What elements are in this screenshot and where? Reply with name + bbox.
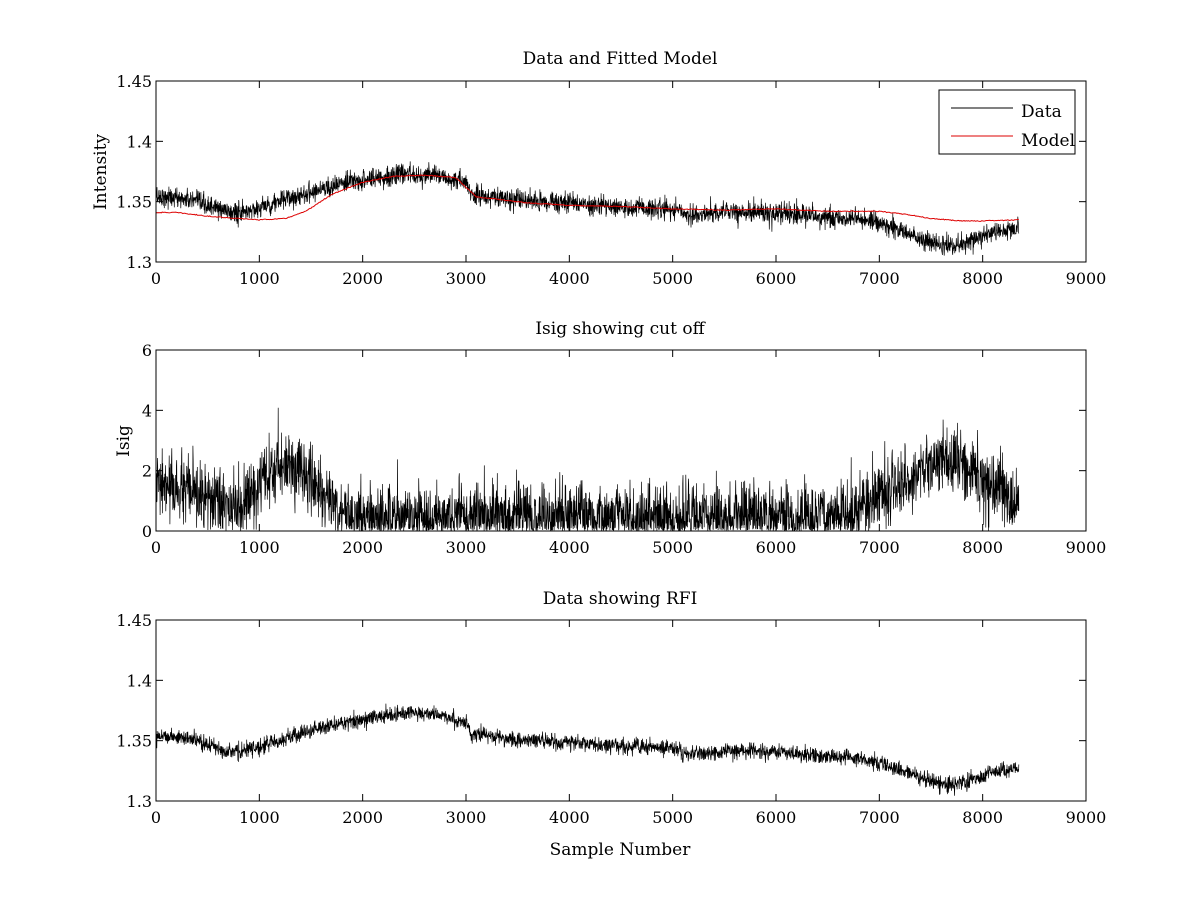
- series-line-signal: [156, 407, 1020, 531]
- x-tick-label: 9000: [1066, 269, 1107, 288]
- x-tick-label: 6000: [756, 269, 797, 288]
- axes-frame: [155, 619, 1087, 802]
- axes-frame: [155, 349, 1087, 532]
- panel-isig-showing-cut-off: Isig showing cut off 0 1000 2000 3000 4000 50…: [114, 319, 1106, 557]
- panel2-title: Isig showing cut off: [535, 319, 706, 339]
- y-tick-label: 1.45: [116, 611, 152, 630]
- panel1-title: Data and Fitted Model: [523, 49, 718, 69]
- x-tick-label: 6000: [756, 538, 797, 557]
- x-tick-label: 4000: [549, 269, 590, 288]
- x-tick-label: 1000: [239, 538, 280, 557]
- x-tick-label: 2000: [342, 538, 383, 557]
- panel3-title: Data showing RFI: [543, 589, 698, 609]
- y-tick-label: 1.4: [127, 132, 152, 151]
- panel-data-showing-rfi: Data showing RFI 0 1000 2000 3000 4000 5000 60…: [116, 589, 1106, 860]
- x-tick-label: 4000: [549, 538, 590, 557]
- x-tick-label: 8000: [962, 538, 1003, 557]
- y-tick-label: 1.3: [127, 253, 152, 272]
- x-tick-label: 3000: [446, 538, 487, 557]
- panel1-y-axis-label: Intensity: [91, 134, 111, 210]
- series-line-signal: [156, 703, 1020, 796]
- y-tick-label: 4: [142, 401, 152, 420]
- axes-frame: [155, 80, 1087, 263]
- x-tick-label: 5000: [652, 808, 693, 827]
- x-tick-label: 8000: [962, 269, 1003, 288]
- panel3-plot-area: 0 1000 2000 3000 4000 5000 6000 7000 8000 9000 1.3…: [116, 611, 1106, 827]
- panel3-x-axis-label: Sample Number: [550, 840, 692, 860]
- x-tick-label: 7000: [859, 538, 900, 557]
- x-tick-label: 0: [151, 808, 161, 827]
- panel2-y-axis-label: Isig: [114, 425, 134, 457]
- x-tick-label: 3000: [446, 808, 487, 827]
- x-tick-label: 5000: [652, 538, 693, 557]
- x-tick-label: 7000: [859, 808, 900, 827]
- x-tick-label: 1000: [239, 269, 280, 288]
- panel-data-and-fitted-model: Data and Fitted Model 0 1000 2000 3000 4000 5…: [91, 49, 1106, 288]
- x-tick-label: 9000: [1066, 808, 1107, 827]
- x-tick-label: 1000: [239, 808, 280, 827]
- panel2-plot-area: 0 1000 2000 3000 4000 5000 6000 7000 8000 9000 0 2 4…: [142, 341, 1107, 557]
- x-tick-label: 6000: [756, 808, 797, 827]
- panel1-plot-area: 0 1000 2000 3000 4000 5000 6000 7000 8000 9000 1.3…: [116, 72, 1106, 288]
- x-tick-label: 8000: [962, 808, 1003, 827]
- x-tick-label: 5000: [652, 269, 693, 288]
- series-line-data: [156, 161, 1020, 256]
- y-tick-label: 1.35: [116, 732, 152, 751]
- y-tick-label: 2: [142, 462, 152, 481]
- y-tick-label: 1.3: [127, 792, 152, 811]
- x-tick-label: 3000: [446, 269, 487, 288]
- x-tick-label: 0: [151, 269, 161, 288]
- x-tick-label: 2000: [342, 808, 383, 827]
- y-tick-label: 1.4: [127, 671, 152, 690]
- legend-box: [938, 89, 1076, 155]
- x-tick-label: 0: [151, 538, 161, 557]
- y-tick-label: 6: [142, 341, 152, 360]
- x-tick-label: 2000: [342, 269, 383, 288]
- legend-label-data: Data: [1021, 102, 1062, 122]
- x-tick-label: 4000: [549, 808, 590, 827]
- panel1-legend: Data Model: [938, 89, 1076, 155]
- x-tick-label: 9000: [1066, 538, 1107, 557]
- y-tick-label: 0: [142, 522, 152, 541]
- y-tick-label: 1.45: [116, 72, 152, 91]
- y-tick-label: 1.35: [116, 193, 152, 212]
- legend-label-model: Model: [1021, 131, 1075, 151]
- x-tick-label: 7000: [859, 269, 900, 288]
- series-line-model: [156, 174, 1019, 222]
